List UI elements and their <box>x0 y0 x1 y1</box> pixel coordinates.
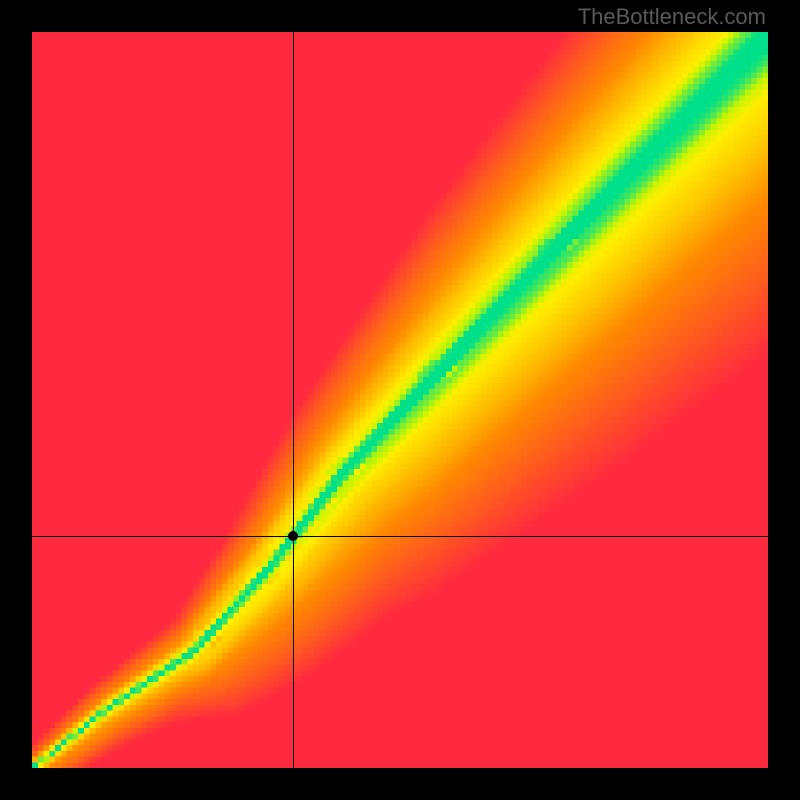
crosshair-marker-dot <box>288 531 298 541</box>
attribution-text: TheBottleneck.com <box>578 4 766 30</box>
crosshair-horizontal <box>32 536 768 537</box>
crosshair-vertical <box>293 32 294 768</box>
chart-container: TheBottleneck.com <box>0 0 800 800</box>
bottleneck-heatmap <box>32 32 768 768</box>
